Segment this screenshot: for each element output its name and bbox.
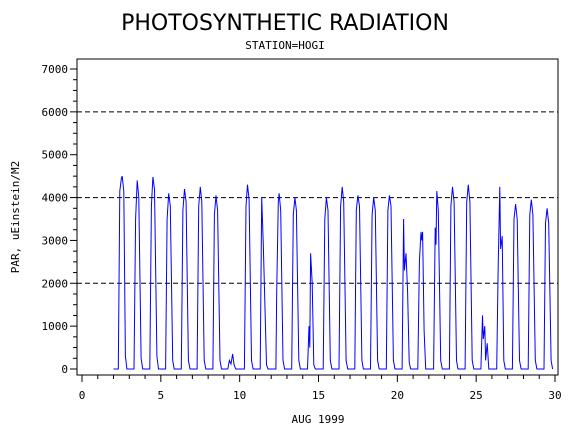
plot-frame xyxy=(76,58,559,376)
daily-peak-point xyxy=(420,231,421,232)
daily-peak-point xyxy=(200,186,201,187)
daily-peak-point xyxy=(389,195,390,196)
y-tick-label-3000: 3000 xyxy=(42,234,69,247)
x-tick-label-25: 25 xyxy=(470,389,483,402)
series-line-par xyxy=(113,175,554,370)
x-tick-label-10: 10 xyxy=(233,389,246,402)
x-tick-label-30: 30 xyxy=(548,389,561,402)
y-axis: 0 1000 2000 3000 4000 5000 6000 7000 xyxy=(42,63,77,376)
daily-peak-point xyxy=(499,186,500,187)
daily-peak-point xyxy=(531,199,532,200)
daily-peak-point xyxy=(152,177,153,178)
y-axis-label: PAR, uEinstein/M2 xyxy=(9,161,22,274)
y-tick-label-7000: 7000 xyxy=(42,63,69,76)
daily-peak-point xyxy=(357,195,358,196)
daily-peak-point xyxy=(405,219,406,220)
daily-peak-point xyxy=(373,197,374,198)
daily-peak-point xyxy=(547,208,548,209)
daily-peak-point xyxy=(279,193,280,194)
series-group xyxy=(113,175,554,370)
daily-peak-point xyxy=(121,178,122,179)
x-tick-label-15: 15 xyxy=(312,389,325,402)
daily-peak-point xyxy=(468,184,469,185)
daily-peak-point xyxy=(484,315,485,316)
y-tick-label-5000: 5000 xyxy=(42,149,69,162)
daily-peak-point xyxy=(294,197,295,198)
y-tick-label-6000: 6000 xyxy=(42,106,69,119)
x-tick-label-5: 5 xyxy=(158,389,165,402)
reference-lines xyxy=(77,111,558,284)
daily-peak-point xyxy=(231,354,232,355)
daily-peak-point xyxy=(342,186,343,187)
daily-peak-point xyxy=(184,189,185,190)
x-axis: 0 5 10 15 20 25 30 xyxy=(79,375,562,402)
y-tick-label-0: 0 xyxy=(61,363,68,376)
y-tick-label-2000: 2000 xyxy=(42,277,69,290)
daily-peak-point xyxy=(326,197,327,198)
x-tick-label-0: 0 xyxy=(79,389,86,402)
x-axis-label: AUG 1999 xyxy=(292,413,345,426)
daily-peak-point xyxy=(263,197,264,198)
chart-subtitle: STATION=HOGI xyxy=(245,39,324,52)
daily-peak-point xyxy=(216,195,217,196)
daily-peak-point xyxy=(137,180,138,181)
y-tick-label-4000: 4000 xyxy=(42,192,69,205)
daily-peak-point xyxy=(247,184,248,185)
daily-peak-point xyxy=(310,253,311,254)
daily-peak-point xyxy=(452,186,453,187)
x-tick-label-20: 20 xyxy=(391,389,404,402)
daily-peak-point xyxy=(168,193,169,194)
daily-peak-point xyxy=(515,204,516,205)
daily-peak-point xyxy=(436,191,437,192)
chart-title: PHOTOSYNTHETIC RADIATION xyxy=(121,11,449,36)
y-tick-label-1000: 1000 xyxy=(42,320,69,333)
